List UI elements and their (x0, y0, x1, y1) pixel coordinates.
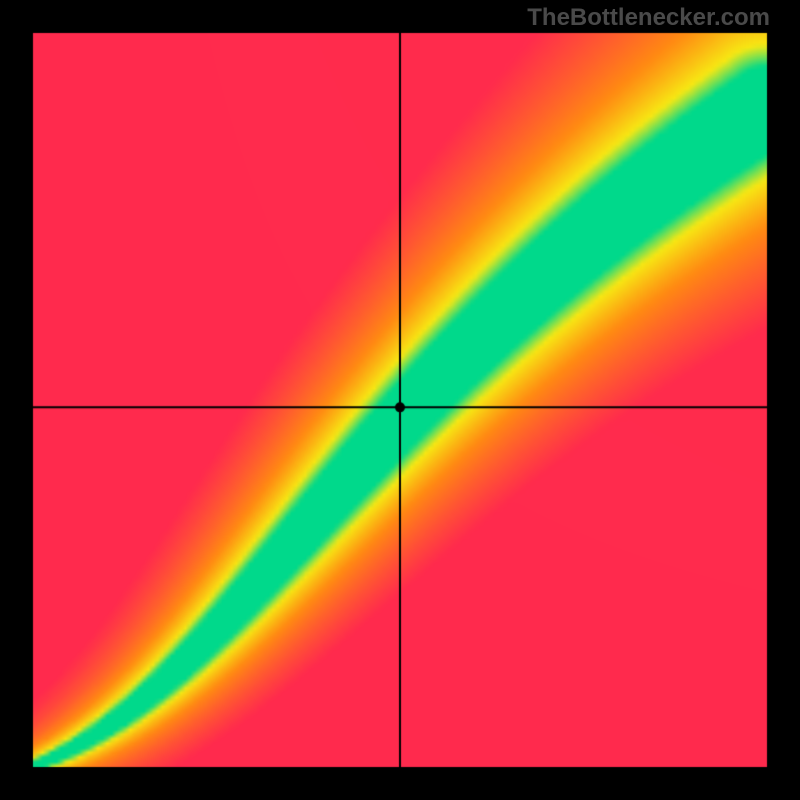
bottleneck-heatmap (0, 0, 800, 800)
watermark-text: TheBottlenecker.com (527, 4, 770, 32)
